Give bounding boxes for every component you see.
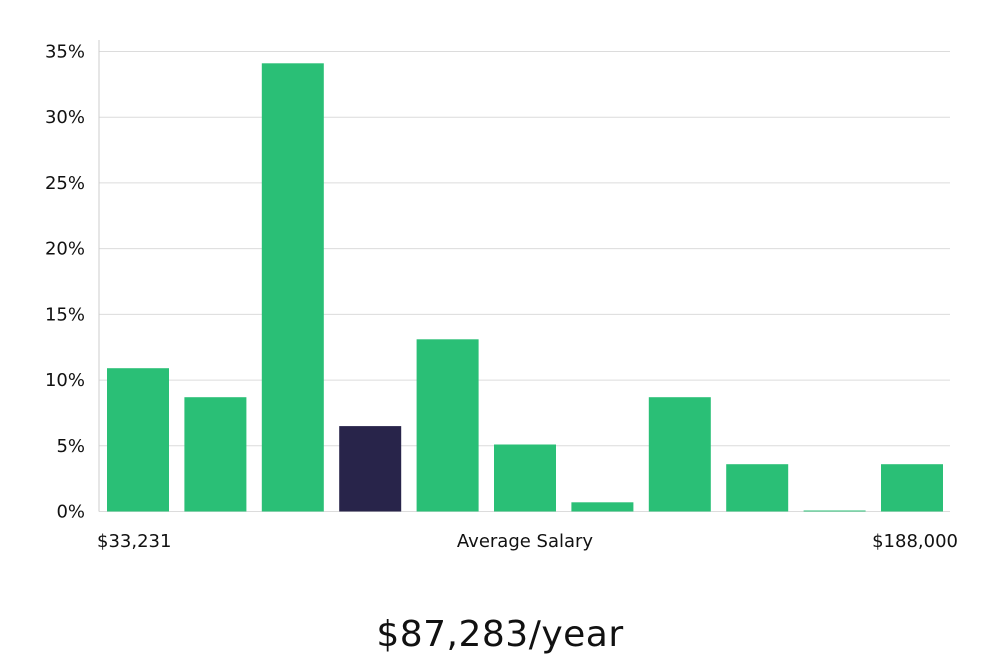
histogram-bar xyxy=(261,63,324,512)
y-tick-label: 10% xyxy=(45,370,85,391)
histogram-bar xyxy=(571,502,634,512)
histogram-bar xyxy=(107,368,169,512)
y-tick-label: 35% xyxy=(45,42,85,63)
histogram-bar-highlighted xyxy=(339,426,402,512)
salary-histogram-chart: 0% 5% 10% 15% 20% 25% 30% 35% $33,231 Average S… xyxy=(45,40,958,552)
histogram-bar xyxy=(726,464,789,512)
histogram-bar xyxy=(881,464,943,512)
x-axis-title: Average Salary xyxy=(457,531,594,552)
average-salary-headline: $87,283/year xyxy=(376,614,624,655)
histogram-bar xyxy=(184,397,247,512)
y-tick-label: 25% xyxy=(45,173,85,194)
y-tick-label: 15% xyxy=(45,304,85,325)
y-tick-label: 5% xyxy=(56,436,85,457)
histogram-bar xyxy=(494,444,556,512)
y-tick-label: 30% xyxy=(45,107,85,128)
histogram-bar xyxy=(416,339,479,512)
y-axis-tick-labels: 0% 5% 10% 15% 20% 25% 30% 35% xyxy=(45,42,85,523)
histogram-bars xyxy=(107,63,943,512)
y-tick-label: 20% xyxy=(45,239,85,260)
x-axis-max-label: $188,000 xyxy=(872,531,958,552)
histogram-bar xyxy=(648,397,711,512)
y-tick-label: 0% xyxy=(56,502,85,523)
histogram-bar xyxy=(803,510,866,512)
x-axis-min-label: $33,231 xyxy=(97,531,171,552)
